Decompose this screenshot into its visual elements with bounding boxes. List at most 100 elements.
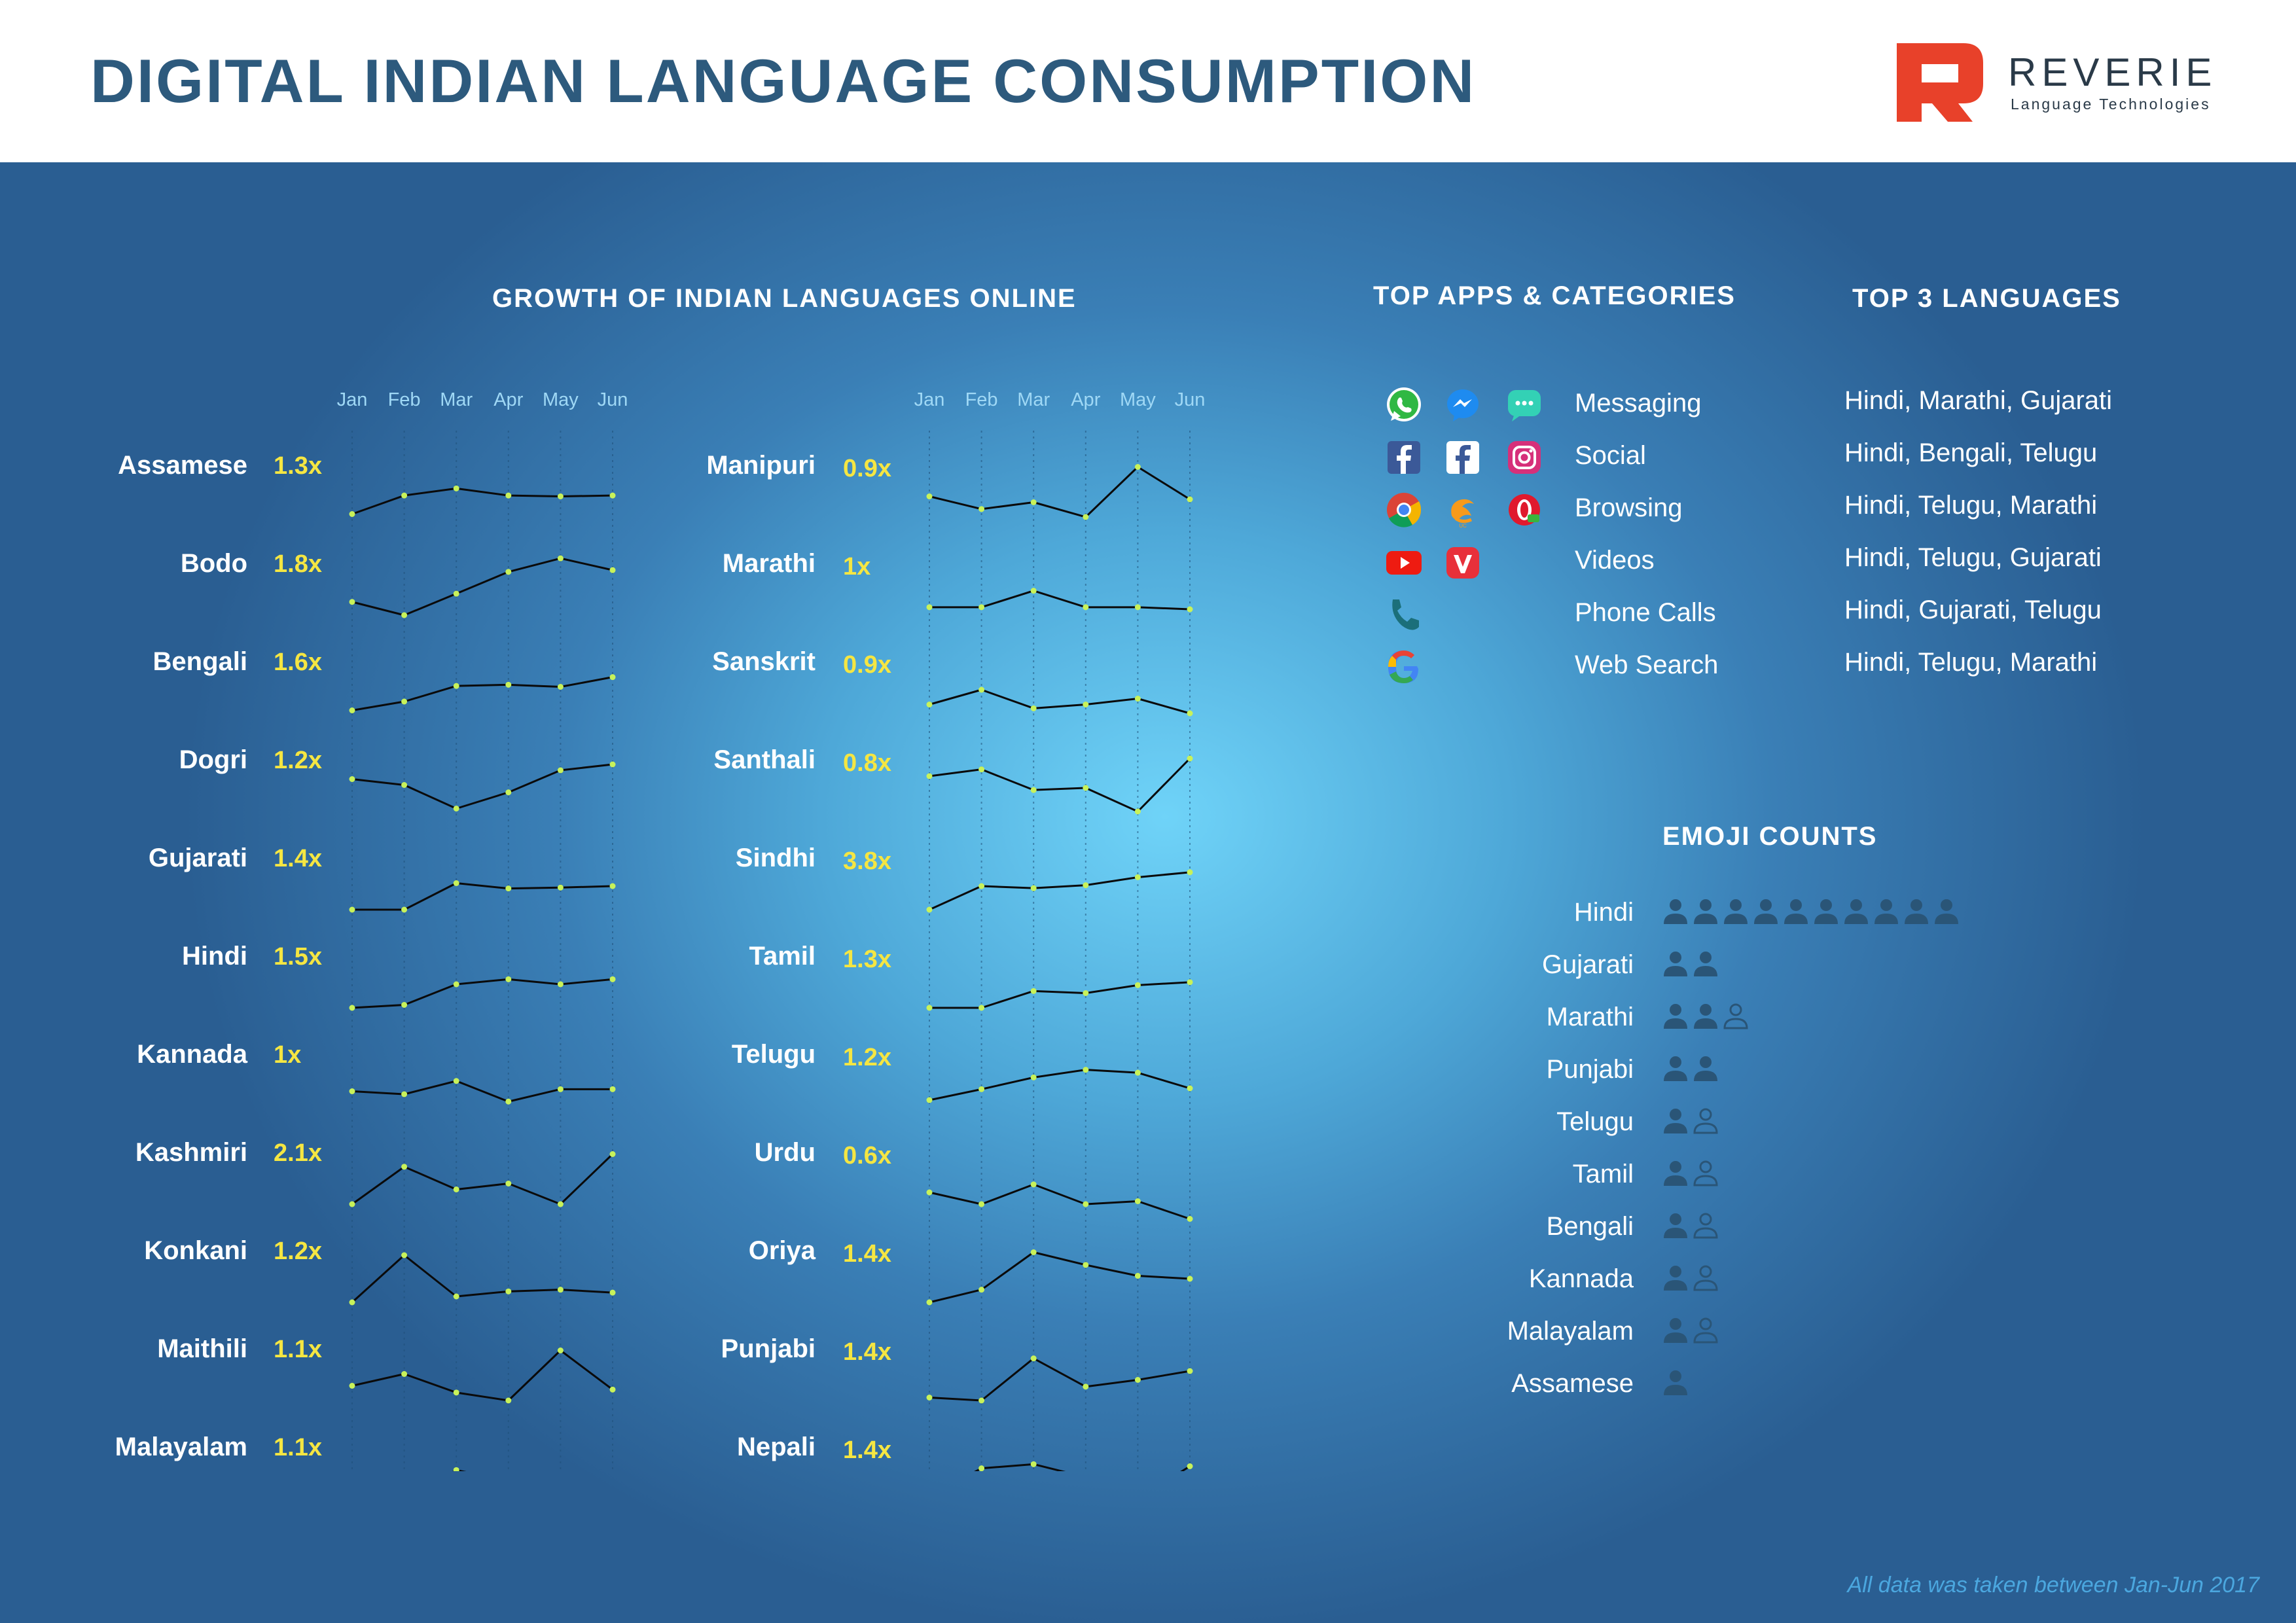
person-icon (1661, 1211, 1690, 1240)
growth-factor-label: 1.4x (843, 1436, 891, 1464)
data-point (926, 1395, 933, 1400)
series-line (351, 487, 613, 515)
person-icon (1661, 897, 1690, 925)
reverie-logo-mark (1897, 43, 1983, 122)
data-point (401, 1371, 408, 1377)
chrome-icon (1384, 490, 1424, 530)
data-point (453, 981, 459, 988)
category-label: Phone Calls (1575, 598, 1716, 627)
series-line (351, 676, 613, 711)
emoji-heading: EMOJI COUNTS (1662, 822, 1878, 851)
data-point (1030, 1249, 1037, 1255)
category-label: Videos (1575, 546, 1655, 575)
month-label: May (1120, 389, 1156, 410)
top-languages-row: Hindi, Marathi, Gujarati (1844, 386, 2113, 415)
growth-factor-label: 1.3x (274, 452, 322, 480)
data-point (453, 1186, 459, 1192)
series-line (929, 757, 1191, 813)
person-icon (1691, 1001, 1720, 1030)
data-point (609, 492, 616, 499)
top-languages-row: Hindi, Telugu, Marathi (1844, 648, 2098, 677)
language-label: Sindhi (736, 844, 816, 872)
data-point (926, 906, 933, 913)
series-line (929, 688, 1191, 715)
data-point (453, 1389, 459, 1396)
person-icon (1661, 1315, 1690, 1344)
growth-factor-label: 3.8x (843, 847, 891, 875)
data-point (926, 1189, 933, 1196)
content-panel: GROWTH OF INDIAN LANGUAGES ONLINE Jan Feb… (0, 162, 2296, 1623)
svg-text:UC: UC (1459, 523, 1467, 529)
data-point (453, 880, 459, 886)
data-point (401, 782, 408, 788)
person-outline-icon (1691, 1106, 1720, 1135)
data-point (1187, 869, 1193, 876)
data-point (1187, 1216, 1193, 1222)
data-point (505, 885, 512, 892)
data-point (1030, 885, 1037, 891)
language-label: Kannada (137, 1040, 248, 1069)
category-label: Web Search (1575, 651, 1719, 679)
data-point (557, 555, 564, 562)
language-label: Santhali (713, 745, 816, 774)
data-point (349, 707, 355, 713)
data-point (557, 1287, 564, 1293)
person-outline-icon (1691, 1315, 1720, 1344)
growth-factor-label: 2.1x (274, 1139, 322, 1167)
data-point (505, 681, 512, 688)
emoji-language-label: Telugu (1556, 1107, 1634, 1136)
person-outline-icon (1691, 1158, 1720, 1187)
series-line (351, 557, 613, 616)
series-line (929, 981, 1191, 1009)
person-icon (1872, 897, 1901, 925)
language-label: Urdu (755, 1138, 816, 1167)
emoji-language-label: Gujarati (1541, 950, 1634, 979)
data-point (1083, 785, 1089, 791)
growth-factor-label: 1.1x (274, 1434, 322, 1461)
data-point (1134, 982, 1141, 988)
data-point (1134, 1377, 1141, 1383)
growth-factor-label: 0.9x (843, 651, 891, 679)
month-label: Jun (1175, 389, 1206, 410)
data-point (557, 493, 564, 499)
top-languages-heading: TOP 3 LANGUAGES (1852, 284, 2121, 313)
language-label: Telugu (732, 1040, 816, 1069)
data-point (978, 604, 985, 611)
language-label: Assamese (118, 451, 247, 480)
data-point (978, 1201, 985, 1207)
growth-factor-label: 1.6x (274, 649, 322, 676)
data-point (978, 506, 985, 512)
data-point (557, 1347, 564, 1353)
messenger-icon (1443, 385, 1483, 425)
person-icon (1661, 1106, 1690, 1135)
growth-factor-label: 1.4x (843, 1240, 891, 1268)
data-point (349, 1005, 355, 1011)
data-point (1187, 979, 1193, 986)
data-point (453, 1467, 459, 1471)
page-title: DIGITAL INDIAN LANGUAGE CONSUMPTION (90, 46, 1477, 115)
language-label: Maithili (157, 1334, 247, 1363)
data-point (505, 976, 512, 982)
person-icon (1932, 897, 1961, 925)
growth-heading: GROWTH OF INDIAN LANGUAGES ONLINE (492, 284, 1077, 313)
language-label: Bodo (181, 549, 247, 578)
data-point (1083, 514, 1089, 520)
person-icon (1751, 897, 1780, 925)
data-point (453, 683, 459, 689)
series-line (929, 1251, 1191, 1304)
data-point (609, 1086, 616, 1092)
month-label: Apr (493, 389, 523, 410)
data-point (609, 1386, 616, 1393)
growth-factor-label: 1.2x (274, 1238, 322, 1265)
emoji-language-label: Tamil (1572, 1160, 1634, 1188)
data-point (557, 767, 564, 774)
data-point (926, 1005, 933, 1011)
data-point (349, 1383, 355, 1389)
data-point (349, 511, 355, 517)
emoji-language-label: Punjabi (1546, 1055, 1634, 1084)
growth-factor-label: 0.8x (843, 749, 891, 777)
person-icon (1661, 1158, 1690, 1187)
month-label: Jun (598, 389, 628, 410)
data-point (926, 493, 933, 499)
data-point (505, 569, 512, 575)
